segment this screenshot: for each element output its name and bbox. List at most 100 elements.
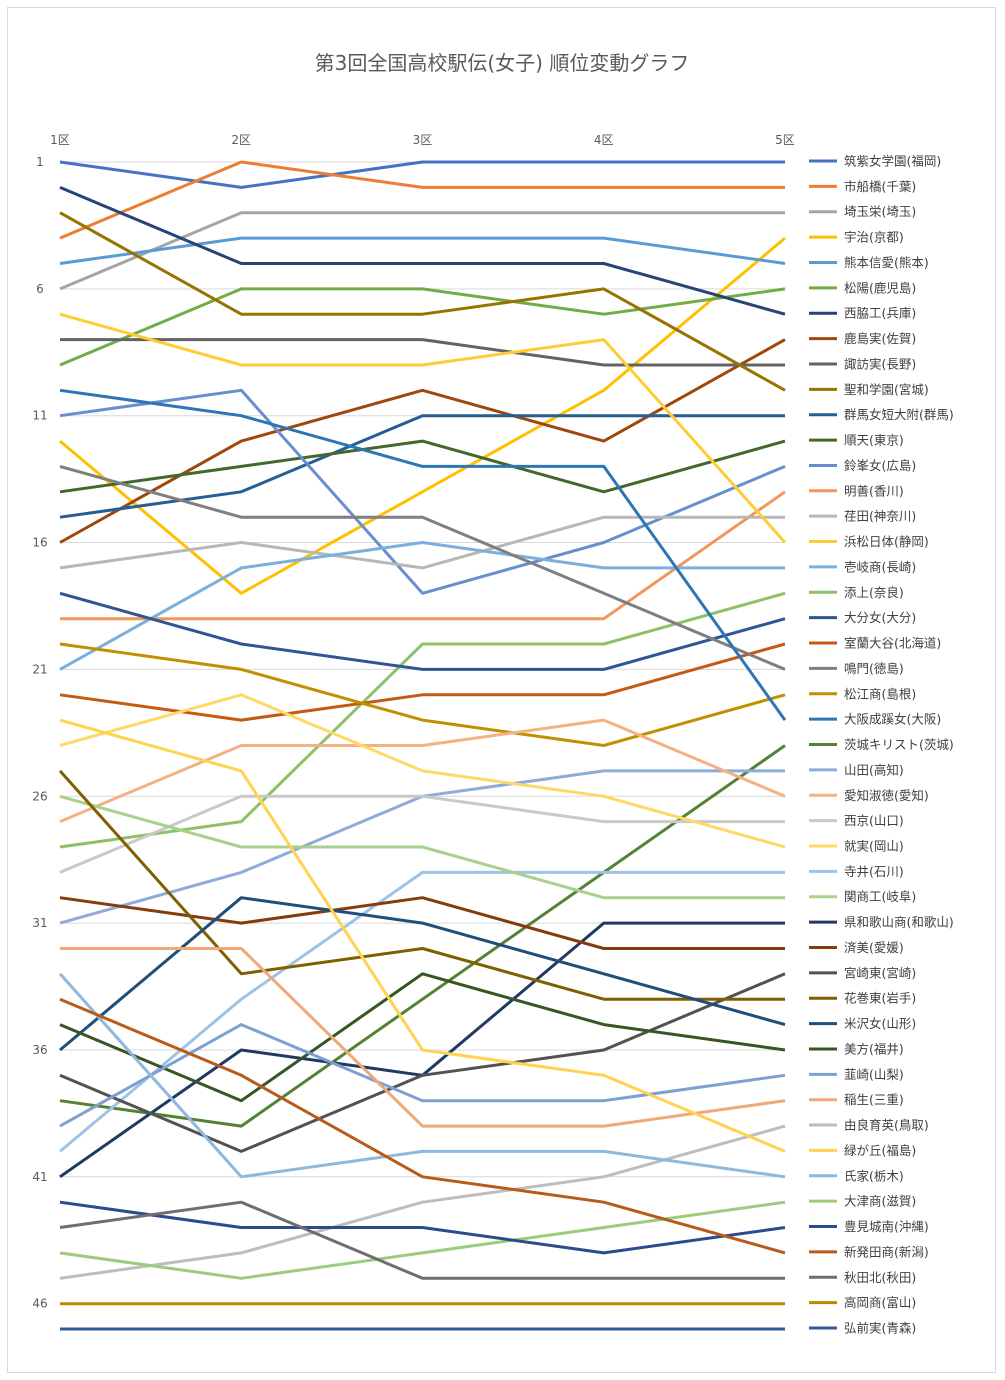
legend-label: 熊本信愛(熊本) (844, 255, 929, 270)
legend-label: 松陽(鹿児島) (844, 280, 916, 295)
legend-label: 花巻東(岩手) (844, 991, 916, 1006)
legend-item: 埼玉栄(埼玉) (809, 204, 916, 219)
legend-item: 西京(山口) (809, 813, 904, 828)
series-line (59, 186, 786, 316)
series-line (59, 236, 786, 265)
series-line (59, 642, 786, 722)
legend-label: 由良育英(鳥取) (844, 1118, 929, 1133)
legend-label: 市船橋(千葉) (844, 179, 916, 194)
legend-item: 由良育英(鳥取) (809, 1118, 929, 1133)
x-tick-label: 2区 (231, 133, 251, 147)
series-line (59, 1023, 786, 1128)
series-line (58, 769, 785, 1001)
series-line (59, 287, 786, 367)
series-line (60, 947, 786, 1128)
x-tick-label: 1区 (50, 133, 70, 147)
series-line (60, 490, 786, 621)
legend-label: 高岡商(富山) (844, 1295, 916, 1310)
legend-label: 氏家(栃木) (844, 1168, 904, 1183)
legend-label: 新発田商(新潟) (844, 1244, 929, 1259)
legend-item: 順天(東京) (809, 433, 904, 448)
legend-label: 室蘭大谷(北海道) (844, 636, 941, 651)
series-line (59, 211, 786, 392)
series-line (59, 718, 786, 1153)
chart-title: 第3回全国高校駅伝(女子) 順位変動グラフ (315, 51, 690, 75)
legend-label: 茨城キリスト(茨城) (844, 737, 954, 752)
x-tick-label: 3区 (413, 133, 433, 147)
series-line (59, 896, 785, 950)
legend-item: 新発田商(新潟) (809, 1244, 929, 1259)
legend-item: 大分女(大分) (809, 610, 916, 625)
legend-item: 豊見城南(沖縄) (809, 1219, 929, 1234)
series-line (59, 312, 787, 544)
series-line (59, 693, 786, 849)
series-line (59, 794, 785, 900)
legend-item: 市船橋(千葉) (809, 179, 916, 194)
legend-label: 宮崎東(宮崎) (844, 965, 916, 980)
series-line (59, 997, 786, 1255)
legend-item: 鈴峯女(広島) (809, 458, 916, 473)
series-line (59, 160, 785, 240)
series-line (59, 718, 786, 823)
legend-item: 鳴門(徳島) (809, 661, 904, 676)
series-line (59, 439, 786, 494)
legend-label: 順天(東京) (844, 433, 904, 448)
legend-item: 就実(岡山) (809, 838, 904, 853)
series-line (60, 338, 785, 367)
gridlines (60, 161, 785, 1305)
legend: 筑紫女学園(福岡) 市船橋(千葉) 埼玉栄(埼玉) 宇治(京都) 熊本信愛(熊本) 松陽(… (809, 154, 954, 1336)
series-line (59, 160, 785, 189)
legend-label: 大津商(滋賀) (844, 1194, 916, 1209)
series-line (59, 591, 786, 671)
legend-label: 秋田北(秋田) (844, 1270, 916, 1285)
x-tick-label: 5区 (775, 133, 795, 147)
y-tick-label: 46 (32, 1297, 47, 1311)
legend-item: 関商工(岐阜) (809, 889, 916, 904)
legend-item: 荏田(神奈川) (809, 509, 916, 524)
series-line (59, 1124, 786, 1280)
legend-label: 山田(高知) (844, 762, 904, 777)
legend-item: 韮崎(山梨) (809, 1067, 904, 1082)
legend-label: 荏田(神奈川) (844, 509, 916, 524)
legend-label: 西京(山口) (844, 813, 904, 828)
legend-item: 添上(奈良) (809, 585, 904, 600)
legend-label: 大阪成蹊女(大阪) (844, 712, 941, 727)
legend-label: 浜松日体(静岡) (844, 534, 929, 549)
legend-label: 稲生(三重) (844, 1092, 904, 1107)
legend-item: 室蘭大谷(北海道) (809, 636, 941, 651)
legend-item: 弘前実(青森) (809, 1321, 916, 1336)
legend-item: 美方(福井) (809, 1041, 904, 1056)
series-line (59, 236, 786, 595)
legend-label: 添上(奈良) (844, 585, 904, 600)
legend-label: 群馬女短大附(群馬) (844, 407, 954, 422)
y-tick-label: 6 (36, 282, 44, 296)
legend-item: 群馬女短大附(群馬) (809, 407, 954, 422)
y-tick-label: 21 (32, 662, 47, 676)
legend-item: 宮崎東(宮崎) (809, 965, 916, 980)
legend-item: 松陽(鹿児島) (809, 280, 916, 295)
series-line (59, 464, 786, 671)
series-line (59, 388, 787, 721)
legend-item: 秋田北(秋田) (809, 1270, 916, 1285)
x-tick-label: 4区 (594, 133, 614, 147)
legend-label: 豊見城南(沖縄) (844, 1219, 929, 1234)
legend-label: 愛知淑徳(愛知) (844, 788, 929, 803)
x-axis-tick-labels: 1区 2区 3区 4区 5区 (50, 133, 795, 147)
legend-item: 花巻東(岩手) (809, 991, 916, 1006)
legend-item: 県和歌山商(和歌山) (809, 915, 954, 930)
legend-item: 宇治(京都) (809, 230, 904, 245)
legend-label: 大分女(大分) (844, 610, 916, 625)
legend-item: 鹿島実(佐賀) (809, 331, 916, 346)
legend-label: 鈴峯女(広島) (844, 458, 916, 473)
legend-item: 松江商(島根) (809, 686, 916, 701)
legend-item: 済美(愛媛) (809, 940, 904, 955)
legend-label: 明善(香川) (844, 483, 904, 498)
legend-label: 諏訪実(長野) (844, 356, 916, 371)
legend-item: 寺井(石川) (809, 864, 904, 879)
legend-label: 米沢女(山形) (844, 1016, 916, 1031)
legend-item: 熊本信愛(熊本) (809, 255, 929, 270)
series-line (59, 972, 786, 1103)
series-line (59, 1200, 785, 1280)
